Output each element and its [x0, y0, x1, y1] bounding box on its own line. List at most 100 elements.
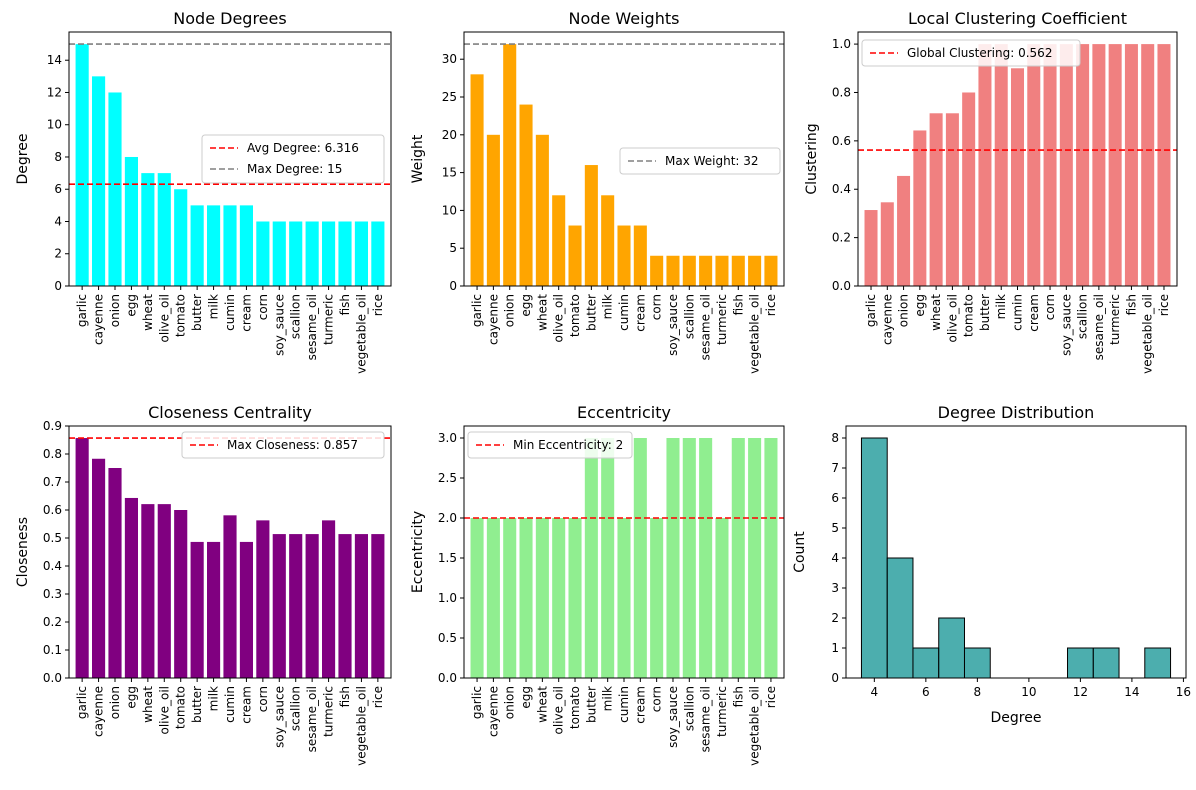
x-tick-label: fish — [731, 686, 745, 707]
bar-scallion — [682, 438, 696, 678]
x-tick-label: milk — [994, 294, 1008, 319]
bar-butter — [584, 165, 598, 286]
bar-turmeric — [715, 255, 729, 286]
bar-fish — [338, 534, 352, 678]
y-tick-label: 4 — [831, 551, 839, 565]
y-tick-label: 10 — [47, 118, 62, 132]
bar-milk — [994, 44, 1008, 286]
x-tick-label: sesame_oil — [305, 686, 319, 752]
x-tick-label: turmeric — [715, 686, 729, 737]
x-tick-label: corn — [1043, 294, 1057, 320]
y-tick-label: 7 — [831, 461, 839, 475]
bar-onion — [897, 175, 911, 286]
x-tick-label: tomato — [568, 294, 582, 337]
x-tick-label: tomato — [174, 686, 188, 729]
bar-cream — [239, 541, 253, 678]
bar-milk — [601, 195, 615, 286]
x-tick-label: cayenne — [92, 686, 106, 737]
x-tick-label: rice — [371, 294, 385, 316]
legend-box — [467, 431, 633, 459]
y-tick-label: 8 — [831, 431, 839, 445]
bar-cumin — [617, 518, 631, 678]
y-tick-label: 1.5 — [438, 551, 457, 565]
x-tick-label: scallion — [289, 294, 303, 339]
x-tick-label: milk — [207, 686, 221, 711]
y-tick-label: 5 — [831, 521, 839, 535]
y-tick-label: 0.2 — [43, 615, 62, 629]
x-tick-label: fish — [338, 686, 352, 707]
x-tick-label: fish — [338, 294, 352, 315]
x-tick-label: turmeric — [322, 686, 336, 737]
y-tick-label: 30 — [442, 52, 457, 66]
chart-panel-3: garlic cayenne onion egg wheat olive_oil tomat… — [804, 9, 1178, 374]
x-tick-label: cream — [239, 294, 253, 332]
x-tick-label: 8 — [974, 685, 982, 699]
bar-olive_oil — [157, 504, 171, 678]
bar-rice — [764, 438, 778, 678]
y-tick-label: 0.8 — [43, 447, 62, 461]
x-tick-label: scallion — [682, 294, 696, 339]
bar-onion — [503, 518, 517, 678]
y-tick-label: 25 — [442, 90, 457, 104]
bar-cayenne — [880, 202, 894, 286]
x-tick-label: milk — [601, 686, 615, 711]
y-tick-label: 12 — [47, 85, 62, 99]
bar-rice — [1157, 44, 1171, 286]
x-tick-label: egg — [913, 294, 927, 317]
x-tick-label: garlic — [75, 294, 89, 327]
legend-label: Max Degree: 15 — [247, 162, 342, 176]
x-tick-label: onion — [503, 294, 517, 327]
bar-corn — [650, 518, 664, 678]
bar-cayenne — [92, 458, 106, 678]
legend-label: Max Closeness: 0.857 — [227, 438, 358, 452]
bar-egg — [519, 518, 533, 678]
y-tick-label: 0.5 — [438, 631, 457, 645]
x-tick-label: fish — [731, 294, 745, 315]
x-tick-label: vegetable_oil — [748, 686, 762, 766]
bar-tomato — [568, 225, 582, 286]
bar-wheat — [929, 113, 943, 286]
x-tick-label: garlic — [75, 686, 89, 719]
x-tick-label: cream — [633, 294, 647, 332]
bar-vegetable_oil — [748, 255, 762, 286]
x-tick-label: cumin — [223, 294, 237, 331]
bar-turmeric — [322, 221, 336, 286]
bar-vegetable_oil — [354, 534, 368, 678]
histogram-bin — [963, 647, 991, 679]
bar-cream — [633, 438, 647, 678]
x-tick-label: egg — [124, 294, 138, 317]
y-tick-label: 6 — [831, 491, 839, 505]
bar-cayenne — [486, 518, 500, 678]
x-tick-label: soy_sauce — [1059, 294, 1073, 356]
bar-soy_sauce — [272, 221, 286, 286]
x-tick-label: rice — [764, 686, 778, 708]
bar-turmeric — [322, 520, 336, 678]
chart-panel-4: garlic cayenne onion egg wheat olive_oil tomat… — [15, 403, 392, 766]
histogram-bin — [1067, 647, 1094, 679]
x-tick-label: sesame_oil — [699, 686, 713, 752]
bar-butter — [190, 205, 204, 286]
x-tick-label: olive_oil — [157, 294, 171, 343]
y-tick-label: 0.0 — [43, 671, 62, 685]
legend-label: Max Weight: 32 — [665, 154, 759, 168]
y-tick-label: 0 — [831, 671, 839, 685]
histogram-bin — [1092, 647, 1120, 679]
x-tick-label: garlic — [470, 686, 484, 719]
bar-cream — [239, 205, 253, 286]
y-tick-label: 0.4 — [43, 559, 62, 573]
bar-corn — [256, 520, 270, 678]
bar-olive_oil — [945, 113, 959, 286]
y-tick-label: 3 — [831, 581, 839, 595]
chart-panel-1: garlic cayenne onion egg wheat olive_oil tomat… — [15, 9, 392, 374]
y-axis-label: Closeness — [15, 517, 31, 587]
x-tick-label: corn — [650, 686, 664, 712]
axes-frame — [857, 31, 1178, 287]
bar-olive_oil — [552, 195, 566, 286]
legend-box — [201, 134, 385, 184]
x-tick-label: tomato — [962, 294, 976, 337]
legend-box — [861, 39, 1081, 67]
bar-rice — [371, 534, 385, 678]
x-tick-label: sesame_oil — [305, 294, 319, 360]
bar-sesame_oil — [305, 534, 319, 678]
y-tick-label: 0.8 — [832, 85, 851, 99]
